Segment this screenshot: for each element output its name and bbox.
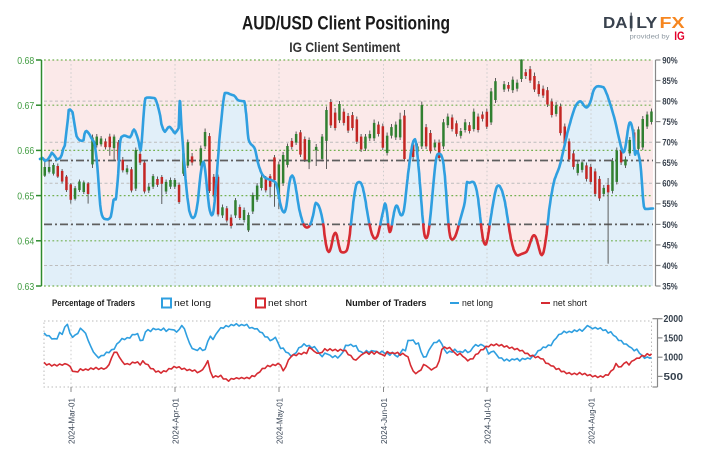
svg-text:Percentage of Traders: Percentage of Traders (52, 298, 135, 309)
svg-text:net long: net long (174, 298, 211, 309)
svg-text:60%: 60% (662, 179, 678, 190)
svg-text:2024-Apr-01: 2024-Apr-01 (171, 398, 181, 444)
svg-text:net short: net short (268, 298, 307, 309)
svg-text:net long: net long (462, 298, 493, 309)
svg-text:45%: 45% (662, 240, 678, 251)
svg-text:0.65: 0.65 (17, 190, 34, 202)
svg-text:1500: 1500 (664, 332, 684, 344)
svg-text:0.66: 0.66 (17, 145, 34, 157)
svg-text:75%: 75% (662, 117, 678, 128)
svg-text:Number of Traders: Number of Traders (346, 298, 427, 309)
svg-text:DA: DA (603, 15, 628, 32)
svg-text:2024-Jul-01: 2024-Jul-01 (483, 398, 493, 444)
svg-text:500: 500 (664, 371, 684, 383)
svg-text:80%: 80% (662, 97, 678, 108)
svg-text:2024-Aug-01: 2024-Aug-01 (587, 398, 597, 444)
svg-text:55%: 55% (662, 199, 678, 210)
svg-text:LY: LY (636, 15, 657, 32)
svg-text:35%: 35% (662, 281, 678, 292)
svg-text:IG Client Sentiment: IG Client Sentiment (289, 40, 400, 55)
svg-text:40%: 40% (662, 261, 678, 272)
svg-text:90%: 90% (662, 55, 678, 66)
svg-text:1000: 1000 (664, 352, 684, 364)
svg-text:85%: 85% (662, 76, 678, 87)
svg-text:2024-May-01: 2024-May-01 (275, 398, 285, 444)
svg-text:2024-Jun-01: 2024-Jun-01 (379, 398, 389, 444)
svg-text:provided by: provided by (630, 33, 671, 40)
svg-text:IG: IG (674, 31, 685, 43)
svg-text:0.68: 0.68 (17, 55, 34, 67)
svg-text:FX: FX (660, 15, 685, 32)
svg-text:70%: 70% (662, 138, 678, 149)
svg-text:0.64: 0.64 (17, 236, 34, 248)
svg-text:0.63: 0.63 (17, 281, 34, 293)
svg-text:2000: 2000 (664, 313, 684, 325)
svg-text:net short: net short (553, 298, 587, 309)
svg-text:2024-Mar-01: 2024-Mar-01 (67, 398, 77, 444)
svg-text:AUD/USD Client Positioning: AUD/USD Client Positioning (242, 14, 450, 35)
svg-text:0.67: 0.67 (17, 100, 34, 112)
svg-text:65%: 65% (662, 158, 678, 169)
svg-text:50%: 50% (662, 220, 678, 231)
